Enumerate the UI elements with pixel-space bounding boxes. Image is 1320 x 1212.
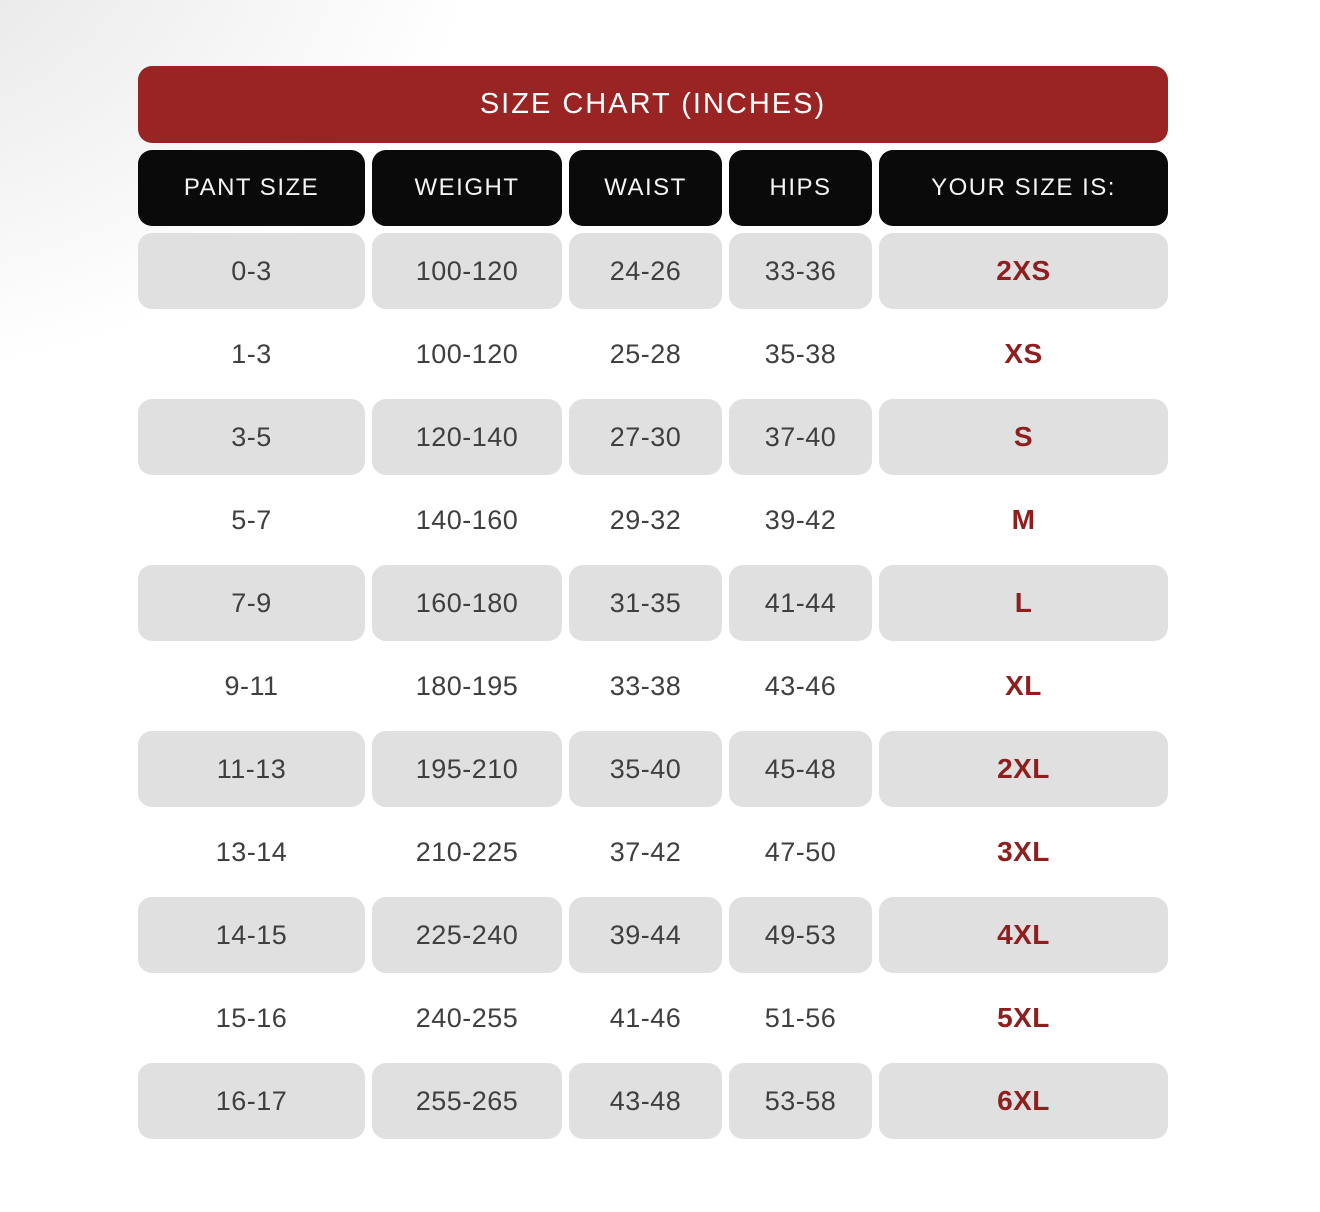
weight-cell: 240-255 [415, 1002, 519, 1033]
column-header-waist: WAIST [569, 150, 722, 226]
hips-cell: 33-36 [729, 233, 872, 309]
weight-cell: 180-195 [415, 670, 519, 701]
weight-cell: 160-180 [372, 565, 562, 641]
your-size-cell: 2XL [879, 731, 1168, 807]
pant-size-cell: 1-3 [231, 338, 272, 369]
weight-cell: 255-265 [372, 1063, 562, 1139]
pant-size-cell: 7-9 [138, 565, 365, 641]
weight-cell: 100-120 [415, 338, 519, 369]
waist-cell: 39-44 [569, 897, 722, 973]
hips-cell: 43-46 [764, 670, 837, 701]
hips-cell: 53-58 [729, 1063, 872, 1139]
hips-cell: 39-42 [764, 504, 837, 535]
waist-cell: 43-48 [569, 1063, 722, 1139]
waist-cell: 27-30 [569, 399, 722, 475]
waist-cell: 25-28 [609, 338, 682, 369]
weight-cell: 120-140 [372, 399, 562, 475]
hips-cell: 51-56 [764, 1002, 837, 1033]
hips-cell: 47-50 [764, 836, 837, 867]
column-header-your-size-is: YOUR SIZE IS: [879, 150, 1168, 226]
pant-size-cell: 13-14 [215, 836, 288, 867]
weight-cell: 140-160 [415, 504, 519, 535]
your-size-cell: 3XL [997, 836, 1050, 867]
waist-cell: 31-35 [569, 565, 722, 641]
size-chart-title-banner: SIZE CHART (INCHES) [138, 66, 1168, 143]
waist-cell: 33-38 [609, 670, 682, 701]
column-header-hips: HIPS [729, 150, 872, 226]
your-size-cell: 5XL [997, 1002, 1050, 1033]
hips-cell: 41-44 [729, 565, 872, 641]
pant-size-cell: 3-5 [138, 399, 365, 475]
your-size-cell: M [1011, 504, 1036, 535]
weight-cell: 210-225 [415, 836, 519, 867]
your-size-cell: S [879, 399, 1168, 475]
size-chart-title: SIZE CHART (INCHES) [479, 88, 827, 120]
your-size-cell: 2XS [879, 233, 1168, 309]
pant-size-cell: 16-17 [138, 1063, 365, 1139]
column-header-pant-size: PANT SIZE [138, 150, 365, 226]
waist-cell: 35-40 [569, 731, 722, 807]
weight-cell: 195-210 [372, 731, 562, 807]
waist-cell: 29-32 [609, 504, 682, 535]
waist-cell: 41-46 [609, 1002, 682, 1033]
pant-size-cell: 0-3 [138, 233, 365, 309]
pant-size-cell: 11-13 [138, 731, 365, 807]
weight-cell: 100-120 [372, 233, 562, 309]
hips-cell: 49-53 [729, 897, 872, 973]
pant-size-cell: 15-16 [215, 1002, 288, 1033]
your-size-cell: 4XL [879, 897, 1168, 973]
your-size-cell: XL [1005, 670, 1042, 701]
pant-size-cell: 9-11 [224, 670, 279, 701]
waist-cell: 24-26 [569, 233, 722, 309]
weight-cell: 225-240 [372, 897, 562, 973]
your-size-cell: XS [1004, 338, 1043, 369]
column-header-weight: WEIGHT [372, 150, 562, 226]
your-size-cell: 6XL [879, 1063, 1168, 1139]
waist-cell: 37-42 [609, 836, 682, 867]
pant-size-cell: 14-15 [138, 897, 365, 973]
pant-size-cell: 5-7 [231, 504, 272, 535]
hips-cell: 37-40 [729, 399, 872, 475]
size-chart: SIZE CHART (INCHES) PANT SIZE WEIGHT WAI… [138, 66, 1168, 1139]
your-size-cell: L [879, 565, 1168, 641]
hips-cell: 45-48 [729, 731, 872, 807]
hips-cell: 35-38 [764, 338, 837, 369]
